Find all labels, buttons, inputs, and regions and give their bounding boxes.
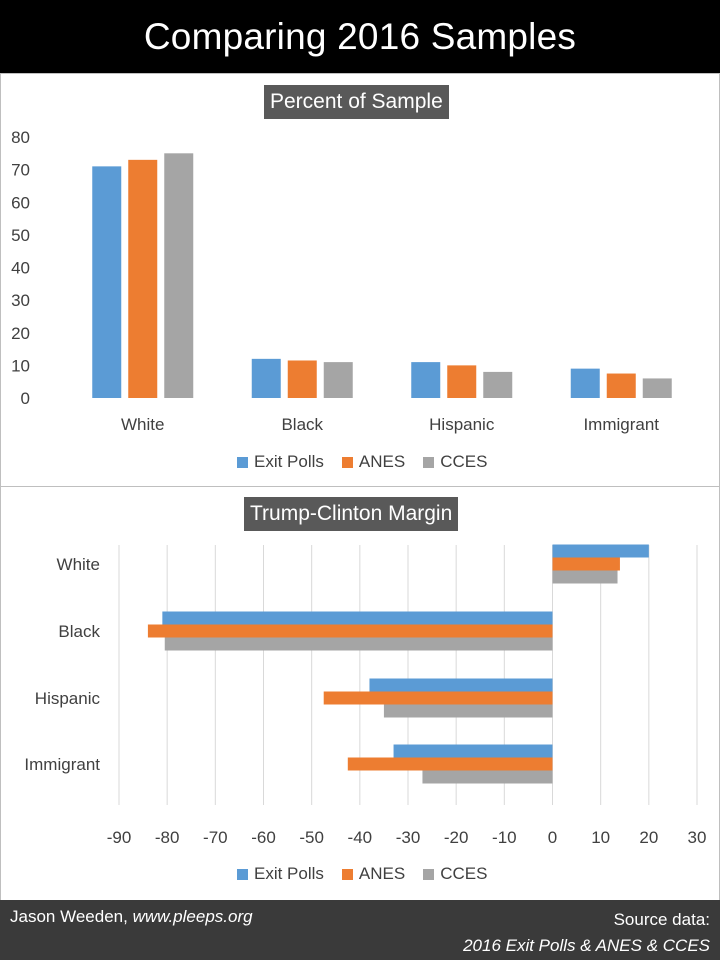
bar-anes-black	[147, 624, 553, 638]
bar-cces-black	[164, 637, 553, 651]
bar-anes-hispanic	[323, 691, 553, 705]
y-tick-label: 50	[11, 226, 30, 245]
footer-source-label: Source data:	[613, 910, 710, 929]
x-tick-label: 30	[688, 828, 707, 847]
y-category-label: Immigrant	[24, 755, 100, 774]
legend-label-anes: ANES	[358, 864, 406, 883]
legend-swatch-exit-polls	[237, 456, 248, 468]
bar-exit-polls-black	[162, 611, 553, 625]
chart-title-percent: Percent of Sample	[264, 85, 449, 119]
bar-anes-white	[128, 159, 158, 398]
bar-anes-immigrant	[606, 373, 636, 398]
x-tick-label: -40	[348, 828, 373, 847]
page-title: Comparing 2016 Samples	[0, 0, 720, 73]
bar-cces-hispanic	[483, 371, 513, 398]
x-tick-label: -50	[299, 828, 324, 847]
legend-label-cces: CCES	[440, 864, 488, 883]
trump-clinton-margin-panel: Trump-Clinton Margin -90 -80 -70 -60 -50 -40-…	[0, 486, 720, 901]
bar-anes-hispanic	[447, 365, 477, 398]
legend-swatch-anes	[341, 868, 353, 880]
bar-cces-white	[164, 153, 194, 398]
y-category-label: Hispanic	[35, 689, 101, 708]
legend-swatch-exit-polls	[237, 868, 248, 880]
legend-item-cces: CCES	[423, 864, 487, 884]
x-tick-label: -10	[492, 828, 517, 847]
legend-percent: Exit Polls ANES CCES	[237, 452, 487, 472]
percent-of-sample-panel: Percent of Sample 0 10 20 30 40 50 60 70 80 White…	[0, 73, 720, 487]
bar-anes-white	[552, 557, 620, 571]
bar-cces-black	[323, 362, 353, 398]
y-tick-label: 60	[11, 193, 30, 212]
x-category-label: Black	[281, 415, 323, 434]
legend-label-cces: CCES	[440, 452, 488, 471]
bar-cces-immigrant	[642, 378, 672, 398]
y-tick-label: 30	[11, 291, 30, 310]
legend-item-exit-polls: Exit Polls	[237, 452, 324, 472]
x-tick-label: 10	[591, 828, 610, 847]
x-tick-label: -90	[107, 828, 132, 847]
chart-title-margin: Trump-Clinton Margin	[244, 497, 459, 531]
bar-cces-immigrant	[422, 770, 553, 784]
bar-anes-black	[287, 360, 317, 398]
y-tick-label: 70	[11, 161, 30, 180]
bar-cces-white	[552, 570, 618, 584]
y-tick-label: 0	[21, 389, 30, 408]
trump-clinton-margin-chart: -90 -80 -70 -60 -50 -40 -30 -20 -10 0 10 20 30 White B…	[24, 544, 707, 847]
percent-of-sample-chart: 0 10 20 30 40 50 60 70 80 White Black Hispanic Immig…	[11, 128, 672, 434]
legend-label-anes: ANES	[358, 452, 406, 471]
y-tick-label: 40	[11, 259, 30, 278]
legend-label-exit-polls: Exit Polls	[254, 864, 324, 883]
x-tick-label: -30	[396, 828, 421, 847]
x-tick-label: -60	[251, 828, 276, 847]
legend-item-exit-polls: Exit Polls	[237, 864, 324, 884]
x-category-label: White	[121, 415, 164, 434]
legend-item-cces: CCES	[423, 452, 487, 472]
bar-exit-polls-white	[552, 544, 649, 558]
footer-credit: Jason Weeden, www.pleeps.org	[10, 907, 253, 927]
x-tick-label: -70	[203, 828, 228, 847]
bar-exit-polls-hispanic	[369, 678, 553, 692]
legend-margin: Exit Polls ANES CCES	[237, 864, 487, 884]
y-tick-label: 80	[11, 128, 30, 147]
footer-author: Jason Weeden,	[10, 907, 128, 926]
bar-exit-polls-immigrant	[393, 744, 553, 758]
y-category-label: White	[57, 555, 100, 574]
bar-anes-immigrant	[347, 757, 553, 771]
x-tick-label: 0	[548, 828, 557, 847]
y-category-label: Black	[58, 622, 100, 641]
bar-cces-hispanic	[383, 704, 553, 718]
legend-swatch-cces	[423, 456, 435, 468]
bar-exit-polls-black	[251, 358, 281, 398]
x-tick-label: 20	[639, 828, 658, 847]
bar-exit-polls-white	[92, 166, 122, 398]
footer: Jason Weeden, www.pleeps.org Source data…	[0, 900, 720, 960]
bar-exit-polls-hispanic	[411, 362, 441, 398]
footer-source: Source data: 2016 Exit Polls & ANES & CC…	[463, 907, 710, 959]
legend-item-anes: ANES	[341, 452, 406, 472]
footer-site-link[interactable]: www.pleeps.org	[132, 907, 253, 926]
footer-source-detail: 2016 Exit Polls & ANES & CCES	[463, 936, 710, 955]
legend-item-anes: ANES	[341, 864, 406, 884]
bar-exit-polls-immigrant	[570, 368, 600, 398]
x-category-label: Immigrant	[583, 415, 659, 434]
x-tick-label: -20	[444, 828, 469, 847]
legend-swatch-cces	[423, 868, 435, 880]
y-tick-label: 20	[11, 324, 30, 343]
legend-swatch-anes	[341, 456, 353, 468]
legend-label-exit-polls: Exit Polls	[254, 452, 324, 471]
x-tick-label: -80	[155, 828, 180, 847]
x-category-label: Hispanic	[429, 415, 495, 434]
y-tick-label: 10	[11, 356, 30, 375]
